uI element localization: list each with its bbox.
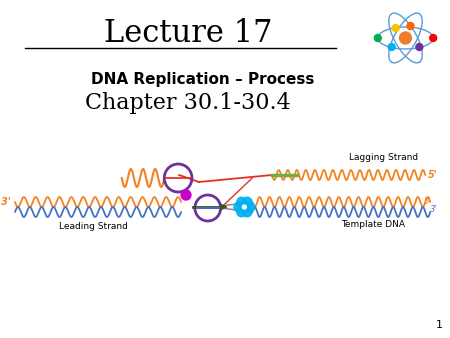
Circle shape <box>374 34 381 42</box>
Circle shape <box>430 34 436 42</box>
Circle shape <box>181 190 191 200</box>
Circle shape <box>242 197 252 207</box>
Circle shape <box>237 207 247 217</box>
Text: Chapter 30.1-30.4: Chapter 30.1-30.4 <box>85 92 291 114</box>
Circle shape <box>245 202 255 212</box>
Circle shape <box>234 202 244 212</box>
Text: DNA Replication – Process: DNA Replication – Process <box>91 72 315 87</box>
Text: Template DNA: Template DNA <box>341 220 405 229</box>
Text: 3': 3' <box>430 206 438 215</box>
Circle shape <box>416 44 423 50</box>
Text: Lecture 17: Lecture 17 <box>104 18 272 49</box>
Text: 3': 3' <box>1 197 11 207</box>
Text: 1: 1 <box>436 320 443 330</box>
Circle shape <box>388 44 395 50</box>
Circle shape <box>237 197 247 207</box>
Circle shape <box>407 23 414 29</box>
Text: Leading Strand: Leading Strand <box>59 222 128 231</box>
Text: 5': 5' <box>428 170 438 180</box>
Circle shape <box>242 207 252 217</box>
Text: Lagging Strand: Lagging Strand <box>349 153 418 162</box>
Circle shape <box>392 24 399 31</box>
Circle shape <box>240 202 249 212</box>
Circle shape <box>400 32 411 44</box>
Text: 5': 5' <box>424 197 432 207</box>
Circle shape <box>243 205 246 209</box>
